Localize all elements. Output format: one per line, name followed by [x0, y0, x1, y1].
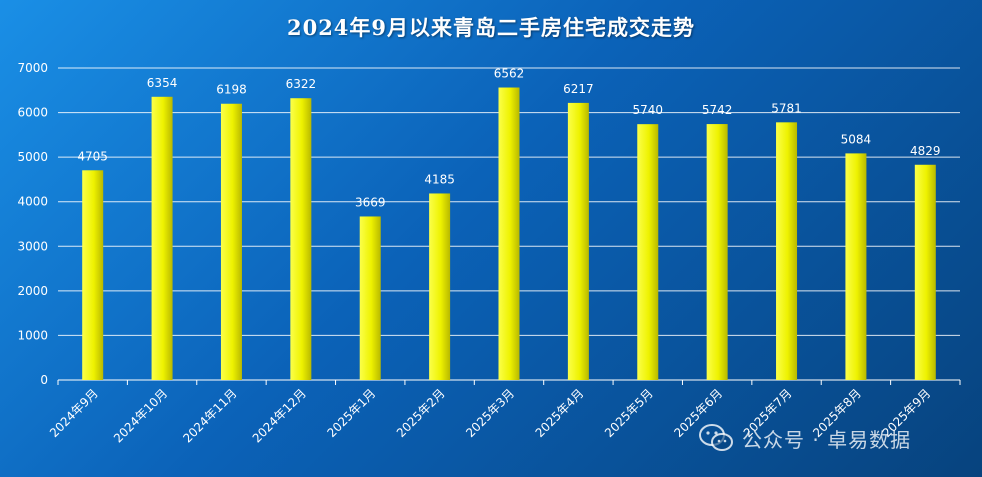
x-tick-label: 2024年11月 — [180, 386, 239, 445]
bar — [637, 124, 659, 380]
data-label: 6217 — [563, 82, 594, 96]
data-label: 4829 — [910, 144, 941, 158]
x-tick-label: 2024年9月 — [47, 386, 101, 440]
data-label: 5742 — [702, 103, 733, 117]
y-tick-label: 6000 — [17, 106, 48, 120]
y-tick-label: 2000 — [17, 284, 48, 298]
y-tick-label: 1000 — [17, 328, 48, 342]
x-tick-label: 2025年3月 — [463, 386, 517, 440]
bar — [498, 87, 520, 381]
bar — [290, 98, 312, 381]
x-tick-label: 2025年2月 — [394, 386, 448, 440]
bar — [359, 216, 381, 380]
x-tick-label: 2025年4月 — [533, 386, 587, 440]
bar — [845, 153, 867, 380]
data-label: 6562 — [494, 67, 525, 81]
chart-title: 2024年9月以来青岛二手房住宅成交走势 — [286, 15, 696, 40]
x-tick-label: 2025年1月 — [324, 386, 378, 440]
bar — [220, 103, 242, 381]
data-label: 3669 — [355, 195, 386, 209]
x-tick-label: 2024年10月 — [111, 386, 170, 445]
y-tick-label: 3000 — [17, 239, 48, 253]
bar — [706, 124, 728, 380]
data-label: 6198 — [216, 83, 247, 97]
bar — [429, 193, 451, 380]
data-label: 6322 — [286, 77, 317, 91]
watermark-text: 公众号 · 卓易数据 — [742, 427, 912, 452]
data-label: 6354 — [147, 76, 178, 90]
watermark: 公众号 · 卓易数据 — [698, 422, 911, 454]
y-tick-label: 5000 — [17, 150, 48, 164]
y-axis: 0 1000 2000 3000 4000 5000 6000 7000 — [17, 61, 48, 387]
bar — [567, 102, 589, 381]
x-tick-label: 2025年5月 — [602, 386, 656, 440]
bar — [776, 122, 798, 380]
bar — [82, 170, 104, 380]
data-labels: 4705 6354 6198 6322 3669 4185 6562 6217 5740 5742… — [77, 67, 940, 210]
y-tick-label: 7000 — [17, 61, 48, 75]
bar — [151, 96, 173, 380]
wechat-icon — [699, 424, 733, 451]
data-label: 5740 — [632, 103, 663, 117]
y-tick-label: 4000 — [17, 195, 48, 209]
data-label: 4185 — [424, 172, 455, 186]
bar — [914, 164, 936, 380]
data-label: 5781 — [771, 101, 802, 115]
data-label: 4705 — [77, 149, 108, 163]
data-label: 5084 — [841, 132, 872, 146]
y-tick-label: 0 — [40, 373, 48, 387]
x-tick-label: 2024年12月 — [250, 386, 309, 445]
bars — [82, 87, 936, 381]
